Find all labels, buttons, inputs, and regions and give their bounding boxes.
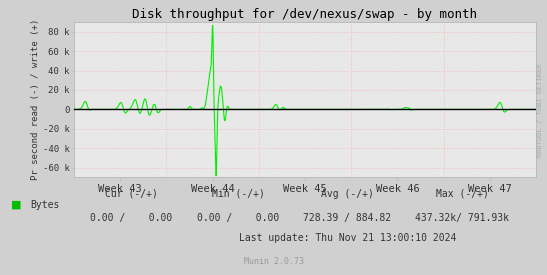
Text: Bytes: Bytes	[30, 200, 60, 210]
Text: ■: ■	[11, 200, 21, 210]
Text: RRDTOOL / TOBI OETIKER: RRDTOOL / TOBI OETIKER	[537, 63, 543, 157]
Title: Disk throughput for /dev/nexus/swap - by month: Disk throughput for /dev/nexus/swap - by…	[132, 8, 478, 21]
Text: Avg (-/+): Avg (-/+)	[321, 189, 374, 199]
Text: Last update: Thu Nov 21 13:00:10 2024: Last update: Thu Nov 21 13:00:10 2024	[238, 233, 456, 243]
Y-axis label: Pr second read (-) / write (+): Pr second read (-) / write (+)	[31, 19, 40, 180]
Text: 728.39 / 884.82: 728.39 / 884.82	[303, 213, 392, 223]
Text: 0.00 /    0.00: 0.00 / 0.00	[90, 213, 172, 223]
Text: Munin 2.0.73: Munin 2.0.73	[243, 257, 304, 266]
Text: Min (-/+): Min (-/+)	[212, 189, 264, 199]
Text: 0.00 /    0.00: 0.00 / 0.00	[197, 213, 279, 223]
Text: 437.32k/ 791.93k: 437.32k/ 791.93k	[415, 213, 509, 223]
Text: Cur (-/+): Cur (-/+)	[105, 189, 158, 199]
Text: Max (-/+): Max (-/+)	[436, 189, 488, 199]
